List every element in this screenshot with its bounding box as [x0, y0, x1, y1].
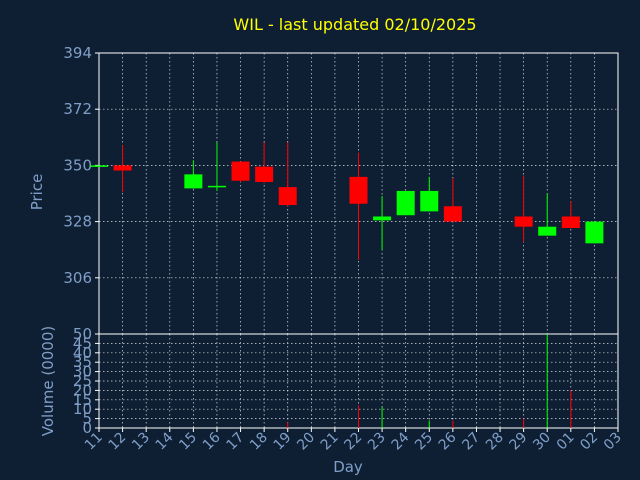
price-axis-label: Price	[28, 174, 46, 211]
volume-tick-label: 35	[73, 353, 92, 371]
candle-body	[396, 190, 415, 216]
candle-body	[373, 216, 392, 221]
price-tick-label: 394	[63, 44, 92, 62]
x-tick-label: 12	[105, 430, 129, 454]
volume-tick-label: 50	[73, 325, 92, 343]
x-tick-label: 14	[153, 429, 177, 453]
candle-body	[443, 206, 462, 222]
x-tick-label: 03	[601, 430, 625, 454]
volume-axis-label: Volume (0000)	[39, 326, 57, 436]
price-tick-label: 350	[63, 156, 92, 174]
price-tick-label: 372	[63, 100, 92, 118]
x-tick-label: 17	[223, 430, 247, 454]
volume-tick-label: 30	[73, 363, 92, 381]
volume-tick-label: 40	[73, 344, 92, 362]
volume-tick-label: 15	[73, 391, 92, 409]
candle-body	[538, 226, 557, 236]
volume-tick-label: 20	[73, 381, 92, 399]
price-tick-label: 328	[63, 213, 92, 231]
x-tick-label: 19	[271, 430, 295, 454]
candle-body	[278, 187, 297, 205]
x-tick-label: 26	[436, 429, 460, 453]
volume-tick-label: 10	[73, 400, 92, 418]
x-axis-ticks: 11 12 13 14 15 16 17 18 19 20 21 22 23 24 25 26 27 28 29 30…	[82, 428, 625, 453]
x-tick-label: 02	[577, 430, 601, 454]
x-tick-label: 01	[554, 430, 578, 454]
candle-body	[585, 221, 604, 244]
candle-body	[90, 165, 108, 167]
candle-body	[113, 165, 132, 171]
price-tick-label: 306	[63, 269, 92, 287]
x-tick-label: 25	[412, 430, 436, 454]
candle-body	[231, 161, 250, 181]
x-tick-label: 13	[129, 430, 153, 454]
volume-tick-label: 25	[73, 372, 92, 390]
x-tick-label: 21	[318, 430, 342, 454]
x-tick-label: 28	[483, 430, 507, 454]
candle-body	[207, 185, 226, 188]
x-tick-label: 23	[365, 430, 389, 454]
x-axis-label: Day	[333, 458, 363, 476]
candle-body	[349, 176, 368, 204]
x-tick-label: 18	[247, 430, 271, 454]
candle-body	[561, 216, 580, 228]
candle-body	[255, 166, 274, 183]
price-panel: 394 372 350 328 306	[63, 44, 619, 335]
x-tick-label: 22	[341, 430, 365, 454]
candle-body	[514, 216, 533, 227]
x-tick-label: 30	[530, 430, 554, 454]
x-tick-label: 24	[389, 429, 413, 453]
x-tick-label: 16	[200, 429, 224, 453]
chart-title: WIL - last updated 02/10/2025	[233, 15, 476, 34]
x-tick-label: 29	[507, 430, 531, 454]
volume-tick-label: 45	[73, 334, 92, 352]
volume-tick-label: 5	[82, 410, 92, 428]
candle-body	[184, 174, 203, 189]
x-tick-label: 15	[176, 430, 200, 454]
volume-tick-label: 0	[82, 419, 92, 437]
x-tick-label: 27	[459, 430, 483, 454]
x-tick-label: 20	[294, 430, 318, 454]
candle-body	[420, 190, 439, 212]
